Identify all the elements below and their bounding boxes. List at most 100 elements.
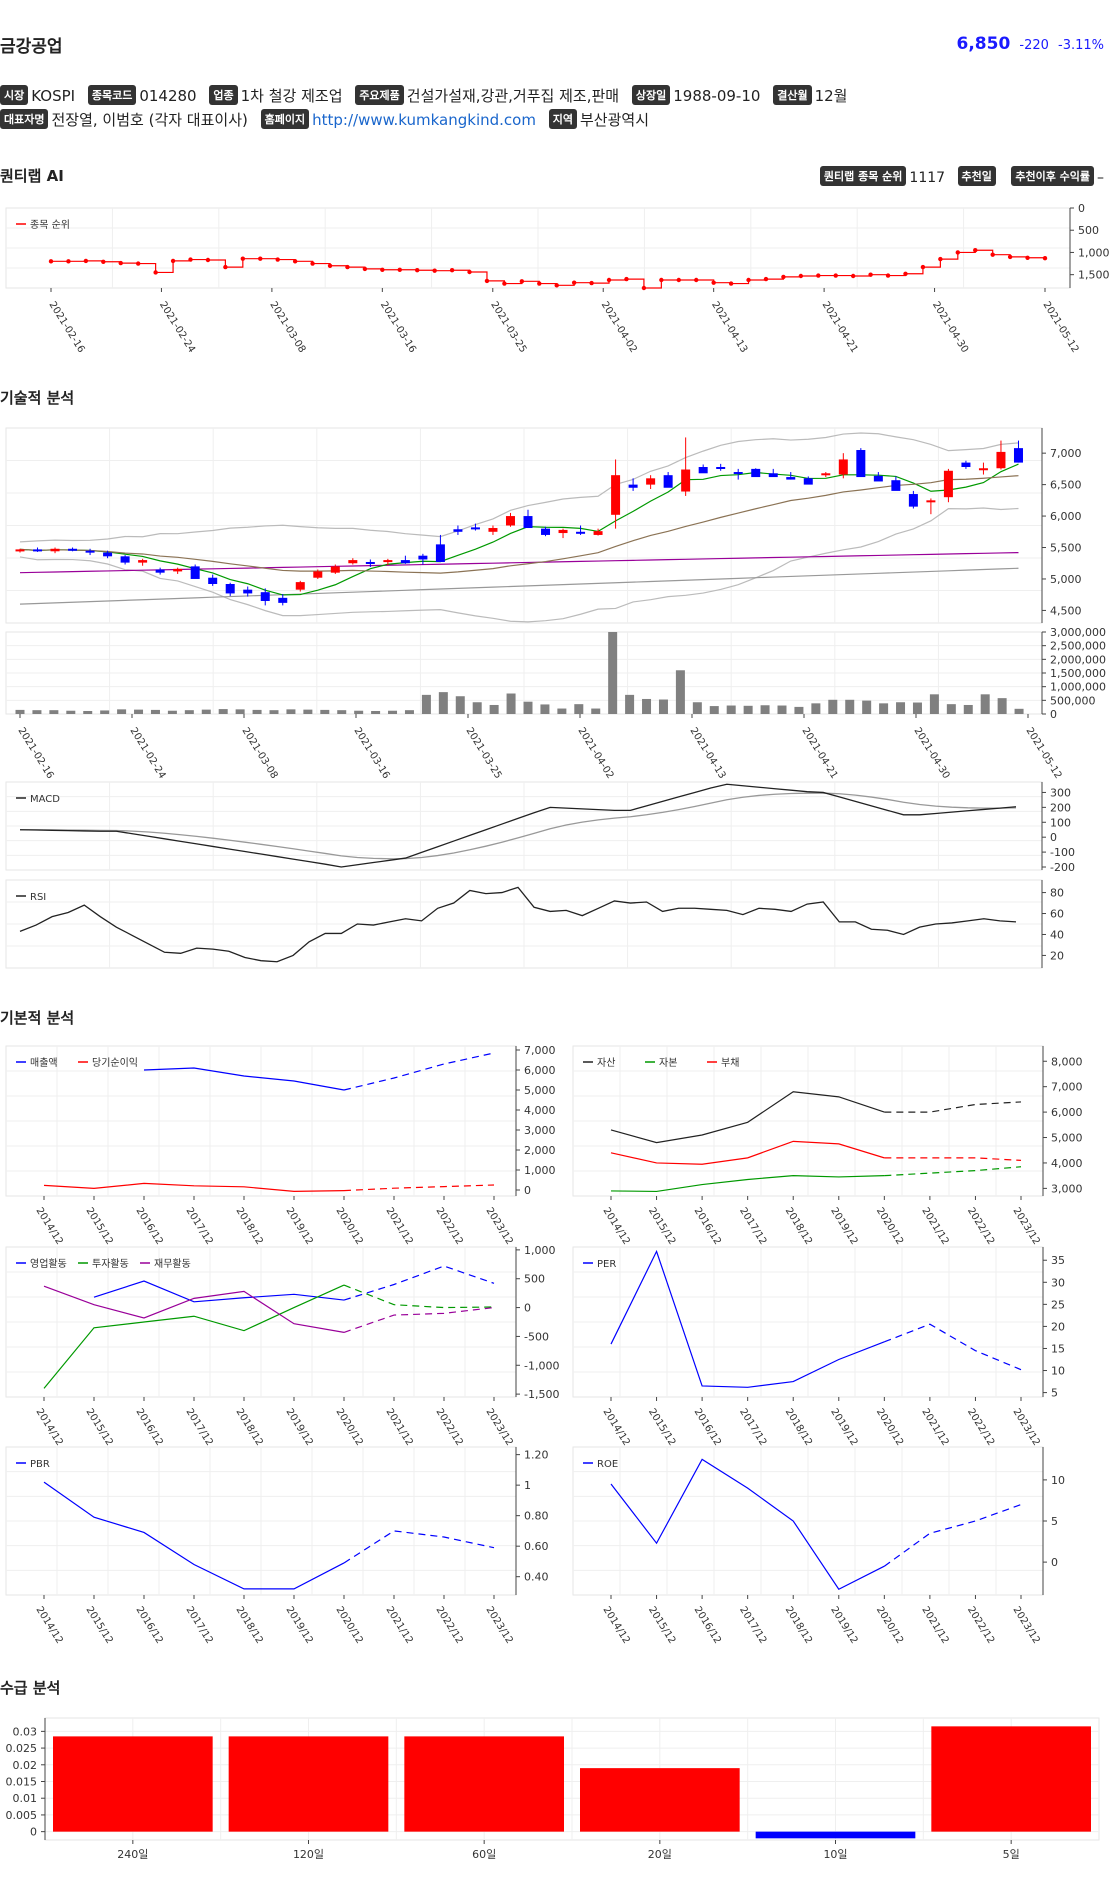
rank-point (484, 278, 490, 284)
sales-series-line (43, 1182, 345, 1193)
volume-bar (100, 710, 110, 714)
pbr-series-estimate (343, 1530, 495, 1564)
rank-x-tick-label: 2021-04-30 (930, 300, 970, 355)
assets-series-line (610, 1175, 885, 1193)
volume-bar (912, 702, 922, 714)
volume-bar (337, 710, 347, 714)
info-row-2: 대표자명 전장열, 이범호 (각자 대표이사) 홈페이지 http://www.ku… (0, 109, 657, 130)
y-tick-label: 5 (1051, 1387, 1058, 1400)
cashflow-series-line (43, 1284, 345, 1389)
rank-point (554, 283, 559, 288)
roe-series-estimate (883, 1503, 1022, 1567)
volume-bar (286, 709, 296, 714)
rank-point (362, 266, 368, 272)
ma-trend-line (19, 567, 1019, 605)
macd-signal-line (19, 792, 1017, 860)
y-tick-label: 0 (1050, 708, 1057, 721)
candle-body (628, 484, 638, 488)
per-x-tick-label: 2022/12 (965, 1407, 996, 1448)
rank-point (432, 268, 437, 273)
industry-value: 1차 철강 제조업 (240, 87, 343, 105)
homepage-link[interactable]: http://www.kumkangkind.com (312, 111, 536, 129)
candle-body (418, 555, 428, 560)
macd-chart (5, 781, 1043, 871)
sales-x-tick-label: 2021/12 (383, 1206, 414, 1247)
rank-point (502, 281, 507, 286)
rank-x-tick-label: 2021-03-25 (488, 300, 528, 355)
candle-body (243, 589, 253, 594)
rank-point (606, 277, 612, 283)
rank-point (659, 277, 664, 283)
rank-point (624, 276, 629, 282)
candle-body (681, 469, 691, 492)
price-change: -220 (1019, 38, 1049, 53)
rank-point (415, 268, 420, 273)
supply-y-tick-label: 0.015 (6, 1776, 38, 1789)
roe-x-tick-label: 2014/12 (600, 1605, 631, 1646)
volume-x-tick-label: 2021-03-25 (463, 726, 503, 781)
y-tick-label: -100 (1050, 846, 1075, 859)
candle-body (208, 577, 218, 584)
rank-x-tick-label: 2021-02-24 (157, 300, 197, 355)
rank-point (938, 256, 943, 262)
sales-x-tick-label: 2018/12 (233, 1206, 264, 1247)
volume-bar (625, 694, 635, 714)
rank-point (1007, 254, 1013, 260)
per-x-tick-label: 2018/12 (783, 1407, 814, 1448)
candle-body (873, 475, 883, 482)
y-tick-label: 10 (1051, 1365, 1065, 1378)
roe-x-tick-label: 2022/12 (965, 1605, 996, 1646)
cashflow-x-tick-label: 2020/12 (333, 1407, 364, 1448)
pbr-chart (5, 1446, 517, 1596)
candle-body (716, 467, 726, 469)
y-tick-label: 60 (1050, 908, 1064, 921)
volume-bar (150, 709, 160, 714)
products-tag: 주요제품 (355, 85, 404, 105)
roe-chart (572, 1446, 1044, 1596)
volume-bar (743, 705, 753, 714)
supply-chart (44, 1717, 1100, 1841)
volume-bar (828, 699, 838, 714)
sales-legend-label: 당기순이익 (92, 1057, 138, 1069)
pbr-x-tick-label: 2020/12 (333, 1605, 364, 1646)
cashflow-series-line (93, 1280, 345, 1303)
rank-point (798, 273, 804, 279)
per-x-tick-label: 2019/12 (828, 1407, 859, 1448)
volume-bar (777, 705, 787, 714)
pbr-x-tick-label: 2015/12 (83, 1605, 114, 1646)
candle-body (593, 531, 603, 535)
assets-legend-label: 자산 (597, 1057, 615, 1069)
volume-bar (49, 710, 59, 714)
supply-bar (931, 1726, 1091, 1832)
pbr-legend-label: PBR (30, 1459, 50, 1470)
volume-bar (269, 710, 279, 714)
y-tick-label: 3,000,000 (1050, 626, 1106, 639)
assets-x-tick-label: 2020/12 (874, 1206, 905, 1247)
cashflow-series-estimate (343, 1265, 495, 1301)
price-change-pct: -3.11% (1058, 38, 1104, 53)
per-x-tick-label: 2016/12 (692, 1407, 723, 1448)
y-tick-label: 7,000 (1050, 447, 1082, 460)
y-tick-label: 500 (524, 1273, 545, 1286)
volume-bar (709, 706, 719, 714)
pbr-x-tick-label: 2022/12 (433, 1605, 464, 1646)
candle-body (803, 478, 813, 485)
stock-title: 금강공업 (0, 37, 63, 57)
per-x-tick-label: 2021/12 (919, 1407, 950, 1448)
volume-bar (421, 694, 431, 714)
candle-body (138, 560, 148, 563)
cashflow-x-tick-label: 2018/12 (233, 1407, 264, 1448)
volume-bar (66, 710, 76, 714)
volume-x-tick-label: 2021-04-30 (911, 726, 951, 781)
rank-point (868, 272, 873, 277)
volume-bar (963, 704, 973, 714)
roe-x-tick-label: 2018/12 (783, 1605, 814, 1646)
rank-point (292, 259, 298, 264)
section-fund-title: 기본적 분석 (0, 1009, 75, 1027)
y-tick-label: 0 (1051, 1556, 1058, 1569)
per-series-line (610, 1249, 885, 1388)
y-tick-label: 7,000 (1051, 1081, 1083, 1094)
candle-body (891, 480, 901, 491)
candle-body (505, 516, 515, 526)
rank-point (728, 281, 734, 286)
